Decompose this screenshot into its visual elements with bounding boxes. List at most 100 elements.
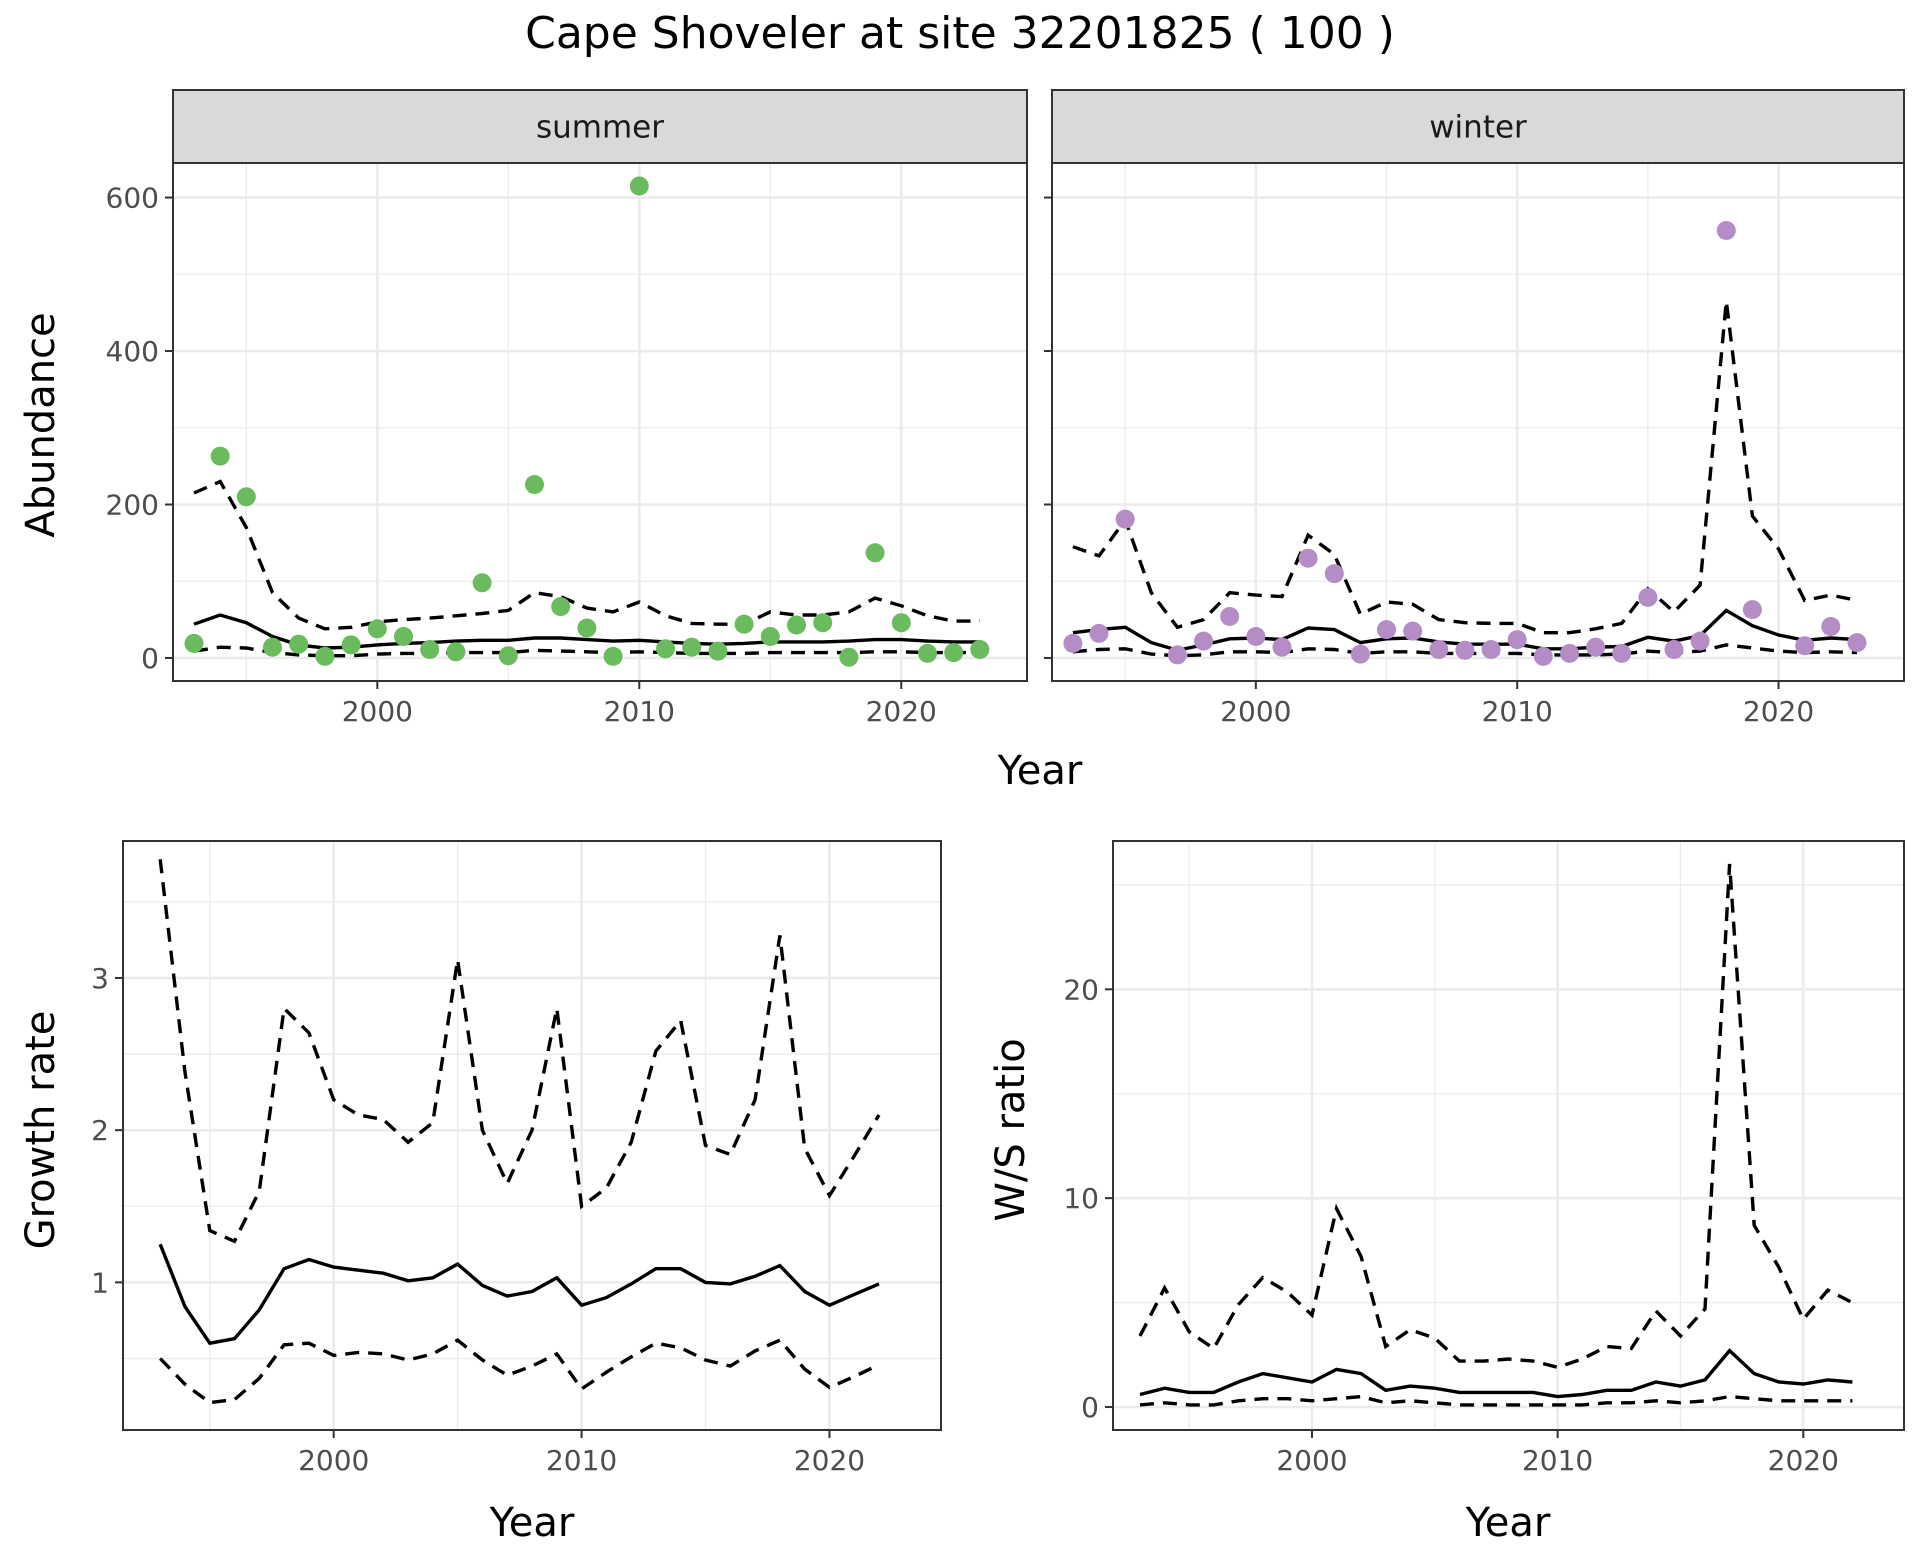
w-s-ratio-lower-line bbox=[1139, 1394, 1853, 1407]
x-tick-label: 2000 bbox=[342, 695, 413, 728]
abundance-y-axis-title: Abundance bbox=[18, 312, 64, 537]
winter-observed-point bbox=[1716, 221, 1736, 240]
x-tick-label: 2010 bbox=[1522, 1444, 1593, 1477]
y-tick-label: 0 bbox=[141, 642, 159, 675]
summer-observed-point bbox=[315, 646, 335, 666]
y-tick-label: 20 bbox=[1063, 973, 1099, 1006]
x-tick-label: 2000 bbox=[298, 1444, 369, 1477]
w-s-ratio-estimate-line bbox=[1139, 1348, 1853, 1399]
x-tick-label: 2020 bbox=[1743, 695, 1814, 728]
x-tick-label: 2020 bbox=[794, 1444, 865, 1477]
winter-observed-point bbox=[1246, 627, 1266, 646]
summer-facet-label: summer bbox=[536, 110, 664, 146]
growth-rate-lower-line bbox=[158, 1338, 880, 1405]
ratio-x-axis-title: Year bbox=[1465, 1500, 1551, 1546]
winter-observed-point bbox=[1533, 646, 1553, 666]
ratio-y-axis-title: W/S ratio bbox=[988, 1038, 1034, 1221]
x-tick-label: 2010 bbox=[546, 1444, 617, 1477]
summer-observed-point bbox=[184, 633, 204, 653]
summer-abundance-panel: summer 2000 2010 2020 0 200 400 600 bbox=[106, 89, 1028, 728]
winter-observed-point bbox=[1272, 637, 1292, 657]
x-tick-label: 2020 bbox=[1768, 1444, 1839, 1477]
summer-observed-point bbox=[813, 613, 833, 633]
growth-y-axis-title: Growth rate bbox=[18, 1011, 64, 1250]
winter-observed-point bbox=[1821, 617, 1841, 636]
winter-observed-point bbox=[1429, 640, 1449, 659]
summer-observed-point bbox=[289, 634, 309, 654]
x-tick-label: 2000 bbox=[1276, 1444, 1347, 1477]
summer-facet-strip bbox=[172, 89, 1028, 164]
winter-observed-point bbox=[1167, 645, 1187, 665]
winter-observed-point bbox=[1795, 636, 1815, 656]
growth-rate-estimate-line bbox=[158, 1243, 880, 1346]
summer-plot-area bbox=[173, 163, 1027, 681]
summer-observed-point bbox=[656, 639, 675, 659]
growth-rate-panel: 2000 2010 2020 1 2 3 bbox=[91, 840, 942, 1477]
y-tick-label: 0 bbox=[1081, 1391, 1099, 1424]
summer-observed-point bbox=[760, 627, 780, 646]
figure-title: Cape Shoveler at site 32201825 ( 100 ) bbox=[525, 8, 1395, 59]
winter-facet-strip bbox=[1051, 89, 1905, 164]
abundance-x-axis-title: Year bbox=[997, 748, 1083, 794]
summer-observed-point bbox=[708, 641, 728, 661]
growth-rate-upper-line bbox=[158, 859, 881, 1244]
summer-observed-point bbox=[970, 640, 990, 659]
summer-observed-point bbox=[865, 543, 885, 563]
winter-observed-point bbox=[1560, 643, 1579, 663]
x-tick-label: 2010 bbox=[604, 695, 675, 728]
winter-observed-point bbox=[1847, 633, 1867, 653]
summer-observed-point bbox=[525, 475, 544, 494]
summer-observed-point bbox=[944, 643, 964, 663]
winter-observed-point bbox=[1350, 644, 1370, 664]
w-s-ratio-panel-border bbox=[1112, 840, 1905, 1431]
x-tick-label: 2020 bbox=[866, 695, 937, 728]
winter-observed-point bbox=[1298, 548, 1318, 568]
summer-observed-point bbox=[629, 176, 649, 196]
summer-observed-point bbox=[787, 615, 806, 635]
winter-plot-area bbox=[1052, 163, 1904, 681]
winter-observed-point bbox=[1220, 607, 1240, 626]
summer-observed-point bbox=[236, 487, 256, 507]
summer-observed-point bbox=[472, 573, 492, 593]
winter-observed-point bbox=[1586, 637, 1606, 657]
winter-abundance-panel: winter 2000 2010 2020 bbox=[1044, 89, 1905, 728]
y-tick-label: 1 bbox=[91, 1266, 109, 1299]
summer-observed-point bbox=[420, 640, 440, 659]
winter-observed-point bbox=[1638, 587, 1658, 607]
growth-x-axis-title: Year bbox=[489, 1500, 575, 1546]
winter-observed-point bbox=[1742, 600, 1762, 620]
summer-observed-point bbox=[394, 627, 413, 646]
winter-observed-point bbox=[1403, 621, 1423, 641]
winter-facet-label: winter bbox=[1429, 110, 1527, 146]
winter-observed-point bbox=[1455, 640, 1475, 660]
winter-observed-point bbox=[1377, 620, 1396, 640]
y-tick-label: 3 bbox=[91, 962, 109, 995]
winter-upper-line bbox=[1072, 300, 1858, 635]
summer-observed-point bbox=[839, 647, 859, 667]
y-tick-label: 600 bbox=[106, 182, 159, 215]
summer-observed-point bbox=[891, 613, 911, 633]
x-tick-label: 2010 bbox=[1482, 695, 1553, 728]
growth-rate-panel-border bbox=[122, 840, 942, 1431]
w-s-ratio-plot-area bbox=[1113, 841, 1904, 1430]
summer-observed-point bbox=[367, 619, 387, 639]
summer-observed-point bbox=[446, 642, 466, 662]
summer-observed-point bbox=[682, 637, 702, 657]
summer-observed-point bbox=[551, 597, 571, 617]
winter-observed-point bbox=[1507, 630, 1527, 650]
y-tick-label: 400 bbox=[106, 335, 159, 368]
y-tick-label: 200 bbox=[106, 488, 159, 521]
w-s-ratio-upper-line bbox=[1138, 863, 1854, 1370]
winter-observed-point bbox=[1612, 643, 1632, 663]
growth-rate-plot-area bbox=[123, 841, 941, 1430]
y-tick-label: 10 bbox=[1063, 1182, 1099, 1215]
winter-observed-point bbox=[1115, 509, 1135, 529]
winter-observed-point bbox=[1481, 640, 1501, 659]
winter-observed-point bbox=[1324, 564, 1344, 584]
winter-observed-point bbox=[1664, 640, 1684, 659]
summer-observed-point bbox=[918, 643, 937, 663]
summer-observed-point bbox=[498, 646, 518, 666]
x-tick-label: 2000 bbox=[1220, 695, 1291, 728]
summer-observed-point bbox=[341, 635, 361, 655]
